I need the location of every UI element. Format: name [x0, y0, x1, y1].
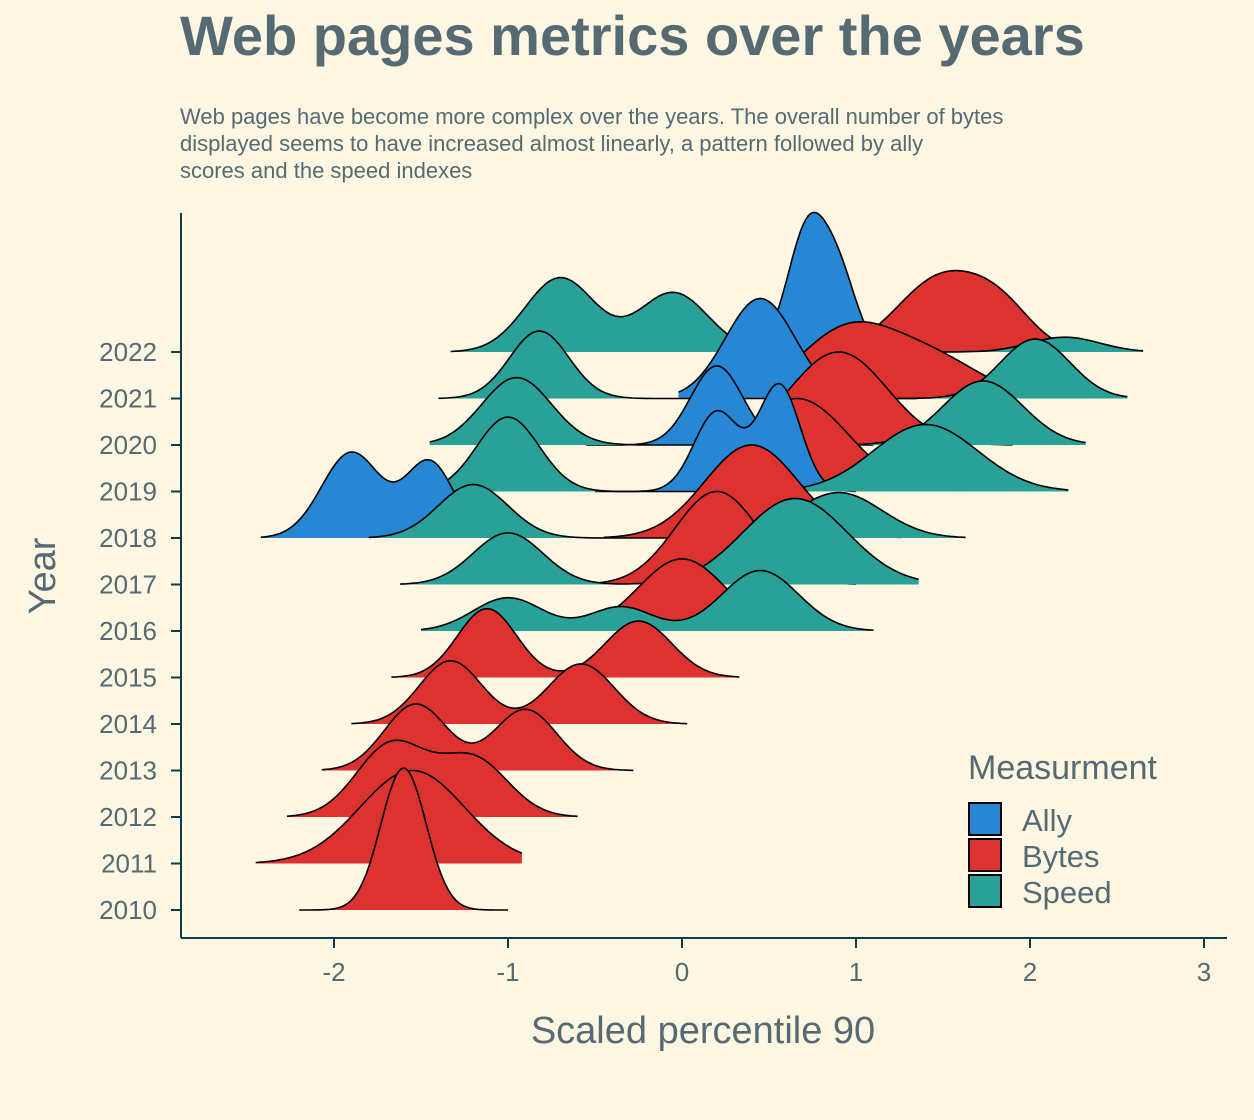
y-tick-label-2013: 2013: [99, 756, 157, 786]
y-tick-label-2011: 2011: [101, 849, 157, 879]
y-tick-label-2022: 2022: [99, 337, 157, 367]
y-tick-label-2016: 2016: [99, 616, 157, 646]
chart-subtitle-line-1: Web pages have become more complex over …: [180, 104, 1003, 129]
y-tick-label-2019: 2019: [99, 477, 157, 507]
legend-label-bytes: Bytes: [1022, 839, 1100, 874]
ridge-outline: [420, 569, 874, 631]
y-tick-label-2014: 2014: [99, 709, 157, 739]
ridges: [255, 211, 1144, 911]
legend-swatch-speed: [968, 874, 1002, 908]
x-tick-label: 0: [675, 957, 689, 987]
x-tick-label: -1: [496, 957, 519, 987]
chart-title: Web pages metrics over the years: [180, 4, 1085, 67]
ridge-fill: [742, 212, 917, 352]
ridge-bytes-2010: [299, 767, 508, 911]
x-tick-label: 3: [1197, 957, 1211, 987]
legend-label-speed: Speed: [1022, 875, 1112, 910]
ridge-fill: [678, 298, 917, 399]
y-tick-label-2017: 2017: [99, 570, 157, 600]
ridge-fill: [400, 498, 919, 585]
chart-subtitle-line-3: scores and the speed indexes: [180, 158, 472, 183]
chart-subtitle-line-2: displayed seems to have increased almost…: [180, 131, 923, 156]
ridge-fill: [421, 570, 874, 631]
ridge-outline: [351, 659, 688, 725]
ridge-fill: [598, 491, 856, 585]
y-tick-label-2012: 2012: [99, 802, 157, 832]
ridge-fill: [586, 365, 874, 445]
ridge-fill: [438, 417, 1069, 492]
x-axis-title: Scaled percentile 90: [531, 1010, 875, 1052]
legend-swatch-bytes: [968, 838, 1002, 872]
ridge-speed-2016: [420, 569, 874, 631]
ridge-fill: [595, 383, 856, 492]
ridge-outline: [321, 703, 634, 772]
ridge-fill: [786, 270, 1065, 352]
x-tick-label: 2: [1023, 957, 1037, 987]
legend-swatch-ally: [968, 802, 1002, 836]
x-tick-label: 1: [849, 957, 863, 987]
y-axis-title: Year: [22, 537, 64, 614]
y-tick-label-2015: 2015: [99, 663, 157, 693]
ridge-bytes-2014: [351, 659, 688, 725]
ridge-outline: [299, 767, 508, 911]
x-tick-label: -2: [322, 957, 345, 987]
legend-label-ally: Ally: [1022, 803, 1072, 838]
y-tick-label-2021: 2021: [99, 384, 157, 414]
legend-title: Measurment: [968, 749, 1158, 787]
y-tick-label-2020: 2020: [99, 430, 157, 460]
y-tick-label-2018: 2018: [99, 523, 157, 553]
y-tick-label-2010: 2010: [99, 895, 157, 925]
x-ticks: -2 -1 0 1 2 3: [322, 938, 1211, 987]
ridge-fill: [299, 768, 508, 910]
ridge-fill: [450, 277, 1144, 352]
ridge-outline: [286, 739, 578, 818]
ridge-outline: [255, 769, 523, 864]
y-ticks: 2010 2011 2012 2013 2014 2015 2016 2017 2018 2019…: [99, 337, 181, 925]
